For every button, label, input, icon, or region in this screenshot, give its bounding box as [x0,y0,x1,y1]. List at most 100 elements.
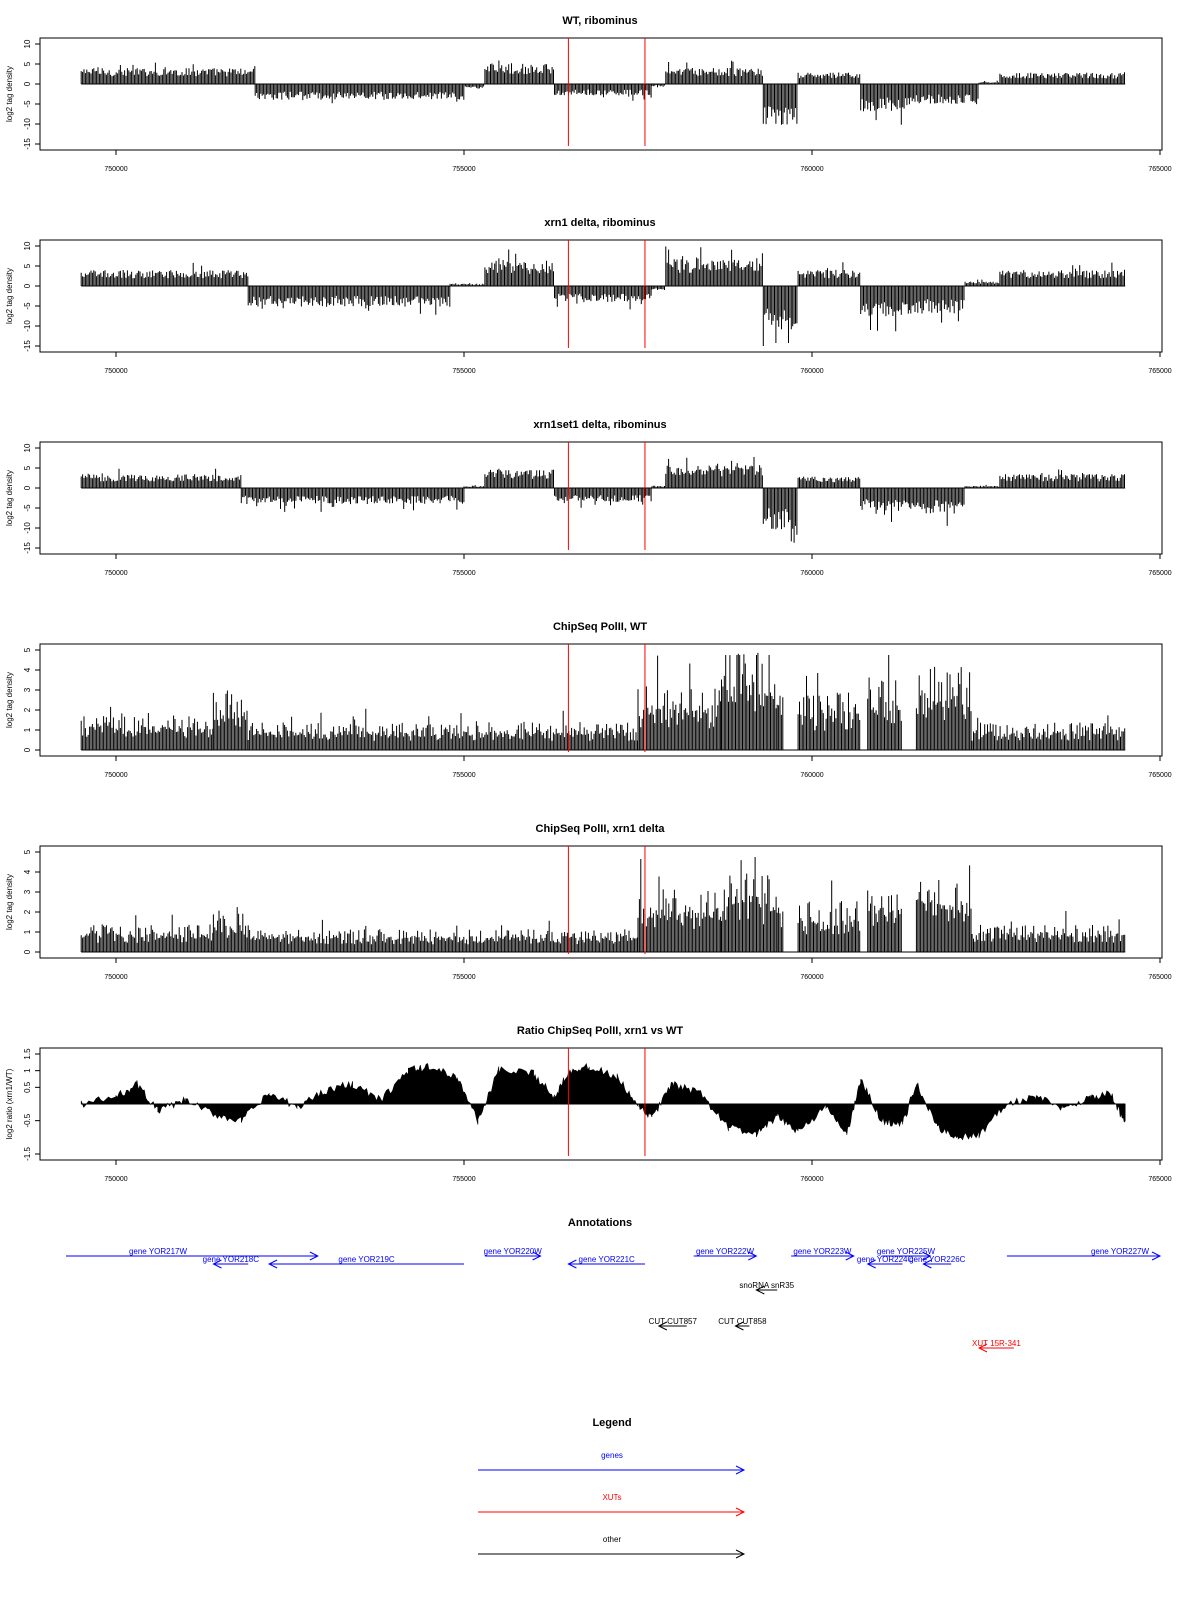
x-tick-label: 755000 [452,772,475,779]
plot-frame [39,643,1163,757]
annotation-arrowhead [845,1251,855,1261]
y-tick-label: 1 [23,929,32,934]
x-tick-label: 750000 [104,570,127,577]
data-segment-4 [637,859,722,952]
annotation-label: gene YOR227W [1091,1247,1150,1256]
annotation-9: gene YOR225W [877,1247,936,1261]
annotation-2: gene YOR218C [203,1255,260,1269]
data-segment-8 [762,286,798,346]
chart-title: WT, ribominus [562,15,637,27]
chart-panel-3: xrn1set1 delta, ribominus log2 tag densit… [5,419,1172,577]
y-tick-label: 3 [23,687,32,692]
data-segment-9 [797,262,861,286]
x-tick-label: 755000 [452,570,475,577]
chart-title: ChipSeq PolII, xrn1 delta [536,823,666,835]
data-segment-7 [665,60,763,84]
data-segment-12 [964,279,1000,286]
y-tick-label: -5 [23,100,32,108]
chart-panel-6: Ratio ChipSeq PolII, xrn1 vs WT log2 rati… [5,1025,1172,1183]
plot-frame [39,239,1163,353]
y-tick-label: 0 [23,949,32,954]
x-tick-label: 765000 [1148,772,1171,779]
annotations-title: Annotations [568,1217,632,1229]
annotation-label: CUT CUT857 [649,1317,698,1326]
data-segment-4 [484,249,554,286]
legend-label: XUTs [602,1493,621,1502]
annotation-label: gene YOR226C [909,1255,966,1264]
annotation-label: gene YOR218C [203,1255,260,1264]
legend-label: genes [601,1451,623,1460]
data-segment-2 [212,690,248,750]
y-axis-label: log2 tag density [5,672,14,728]
y-tick-label: -15 [23,138,32,150]
x-tick-label: 755000 [452,974,475,981]
data-segment-10 [860,286,909,332]
data-segment-3 [463,485,485,488]
x-tick-label: 765000 [1148,1176,1171,1183]
annotation-3: gene YOR219C [268,1255,464,1269]
annotation-label: gene YOR221C [579,1255,636,1264]
x-tick-label: 750000 [104,1176,127,1183]
annotation-label: gene YOR219C [338,1255,395,1264]
ratio-area [80,1062,1126,1141]
y-tick-label: 3 [23,889,32,894]
y-tick-label: 0 [23,485,32,490]
y-tick-label: 2 [23,707,32,712]
x-tick-label: 760000 [800,570,823,577]
data-segment-5 [721,652,777,750]
annotation-arrowhead [212,1259,222,1269]
annotation-arrowhead [977,1343,988,1353]
y-tick-label: 10 [23,39,32,48]
y-tick-label: -15 [23,542,32,554]
data-segment-7 [665,246,763,286]
y-axis-label: log2 tag density [5,874,14,930]
annotation-11: gene YOR227W [1006,1247,1162,1261]
annotation-label: gene YOR225W [877,1247,936,1256]
chart-title: xrn1 delta, ribominus [544,217,655,229]
x-tick-label: 760000 [800,166,823,173]
annotation-label: gene YOR217W [129,1247,188,1256]
y-tick-label: -10 [23,522,32,534]
data-segment-11 [908,286,965,323]
legend-item-1: genes [478,1451,746,1475]
annotation-10: gene YOR226C [909,1255,966,1269]
data-segment-13 [999,262,1125,286]
data-segment-4 [484,60,554,84]
data-segment-10 [867,890,902,952]
data-segment-10 [860,84,909,125]
data-segment-1 [80,62,256,84]
data-segment-5 [721,857,777,952]
data-segment-11 [908,488,965,526]
annotation-12: snoRNA snR35 [739,1281,795,1295]
data-segment-12 [964,484,1000,488]
data-segment-3 [449,283,485,286]
x-tick-label: 760000 [800,772,823,779]
data-segment-3 [463,84,485,89]
annotation-arrowhead [866,1259,876,1269]
y-axis-label: log2 ratio (xrn1/WT) [5,1068,14,1139]
y-tick-label: 5 [23,263,32,268]
data-segment-5 [554,488,652,508]
data-segment-13 [999,469,1125,488]
legend-label: other [603,1535,622,1544]
y-tick-label: -5 [23,504,32,512]
x-tick-label: 765000 [1148,368,1171,375]
data-segment-1 [80,262,249,286]
y-tick-label: 10 [23,241,32,250]
data-segment-7 [665,457,763,488]
annotation-8: gene YOR224C [857,1255,914,1269]
x-tick-label: 755000 [452,368,475,375]
data-segment-3 [247,708,638,750]
y-axis-label: log2 tag density [5,470,14,526]
data-segment-2 [247,286,451,315]
x-tick-label: 755000 [452,1176,475,1183]
annotation-arrowhead [922,1251,932,1261]
annotation-label: XUT 15R-341 [972,1339,1021,1348]
annotation-15: XUT 15R-341 [972,1339,1021,1353]
annotation-label: gene YOR224C [857,1255,914,1264]
data-segment-13 [971,911,1126,952]
chart-panel-5: ChipSeq PolII, xrn1 delta log2 tag densit… [5,823,1172,981]
data-segment-8 [797,880,861,952]
y-tick-label: 5 [23,465,32,470]
x-tick-label: 750000 [104,772,127,779]
